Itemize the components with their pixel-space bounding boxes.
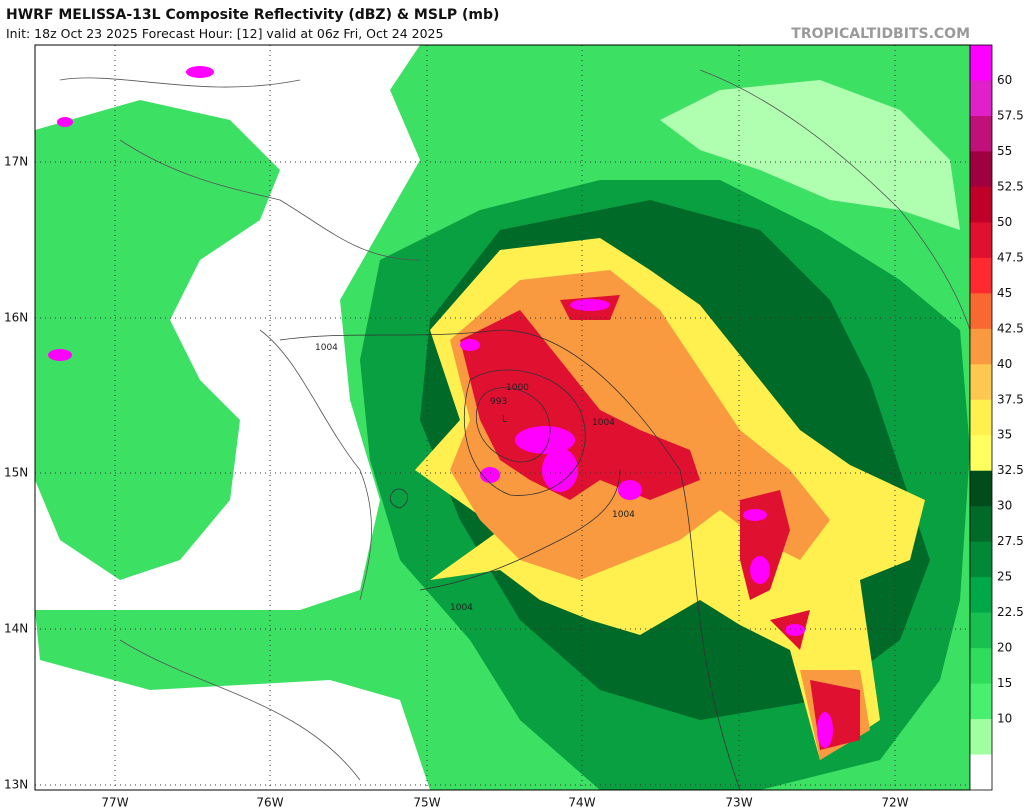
lat-label: 13N (4, 778, 28, 792)
colorbar-swatch (970, 257, 992, 294)
map (35, 45, 970, 790)
colorbar-swatch (970, 328, 992, 365)
colorbar-label: 37.5 (997, 392, 1024, 406)
colorbar-swatch (970, 151, 992, 188)
lat-label: 15N (4, 466, 28, 480)
colorbar-swatch (970, 222, 992, 259)
lon-label: 74W (568, 796, 595, 810)
colorbar-swatch (970, 506, 992, 543)
colorbar-swatch (970, 435, 992, 472)
colorbar-label: 60 (997, 73, 1012, 87)
colorbar-label: 47.5 (997, 250, 1024, 264)
colorbar-label: 45 (997, 286, 1012, 300)
colorbar-swatch (970, 186, 992, 223)
colorbar-label: 20 (997, 641, 1012, 655)
colorbar-swatch (970, 683, 992, 720)
lat-label: 14N (4, 622, 28, 636)
subtitle: Init: 18z Oct 23 2025 Forecast Hour: [12… (6, 26, 443, 41)
colorbar-label: 50 (997, 215, 1012, 229)
isobar-label: L (502, 415, 507, 425)
colorbar-label: 15 (997, 676, 1012, 690)
colorbar-swatch (970, 648, 992, 685)
colorbar-swatch (970, 612, 992, 649)
lon-label: 77W (101, 796, 128, 810)
colorbar-label: 55 (997, 144, 1012, 158)
colorbar-swatch (970, 577, 992, 614)
lon-label: 73W (725, 796, 752, 810)
colorbar-swatch (970, 364, 992, 401)
colorbar-label: 30 (997, 499, 1012, 513)
lon-label: 76W (256, 796, 283, 810)
colorbar-label: 32.5 (997, 463, 1024, 477)
colorbar-label: 42.5 (997, 321, 1024, 335)
isobar-label: 1004 (315, 343, 338, 353)
colorbar-swatch (970, 754, 992, 791)
colorbar-swatch (970, 45, 992, 81)
isobar-label: 1004 (592, 418, 615, 428)
colorbar-frame (969, 44, 993, 791)
lat-label: 16N (4, 311, 28, 325)
colorbar: 60 57.5 55 52.5 50 47.5 45 42.5 40 37.5 35 32.5 30 27… (969, 44, 1024, 791)
colorbar-swatch (970, 293, 992, 330)
colorbar-label: 40 (997, 357, 1012, 371)
rain-red (460, 295, 860, 750)
colorbar-swatch (970, 115, 992, 152)
colorbar-label: 57.5 (997, 108, 1024, 122)
lon-label: 75W (413, 796, 440, 810)
isobar-label: 1004 (450, 603, 473, 613)
lat-label: 17N (4, 155, 28, 169)
colorbar-swatch (970, 719, 992, 756)
colorbar-label: 22.5 (997, 605, 1024, 619)
isobar-label: 993 (490, 397, 507, 407)
colorbar-label: 10 (997, 712, 1012, 726)
lon-label: 72W (881, 796, 908, 810)
colorbar-label: 35 (997, 428, 1012, 442)
coastline (59, 69, 970, 781)
colorbar-swatch (970, 80, 992, 117)
title: HWRF MELISSA-13L Composite Reflectivity … (6, 7, 499, 23)
colorbar-swatch (970, 470, 992, 507)
rain-core (48, 66, 833, 748)
colorbar-label: 25 (997, 570, 1012, 584)
colorbar-label: 27.5 (997, 534, 1024, 548)
isobar-label: 1000 (506, 383, 529, 393)
rain-pale (660, 80, 960, 230)
graticule: 17N 16N 15N 14N 13N 77W 76W 75W 74W 73W 72W 1004 100… (4, 45, 970, 810)
isobar (279, 329, 741, 790)
colorbar-swatch (970, 541, 992, 578)
colorbar-swatch (970, 399, 992, 436)
site-label: TROPICALTIDBITS.COM (791, 26, 970, 42)
colorbar-label: 52.5 (997, 179, 1024, 193)
isobar-label: 1004 (612, 510, 635, 520)
